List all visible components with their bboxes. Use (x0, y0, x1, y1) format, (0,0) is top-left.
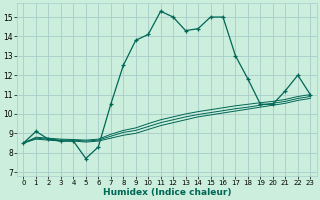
X-axis label: Humidex (Indice chaleur): Humidex (Indice chaleur) (103, 188, 231, 197)
